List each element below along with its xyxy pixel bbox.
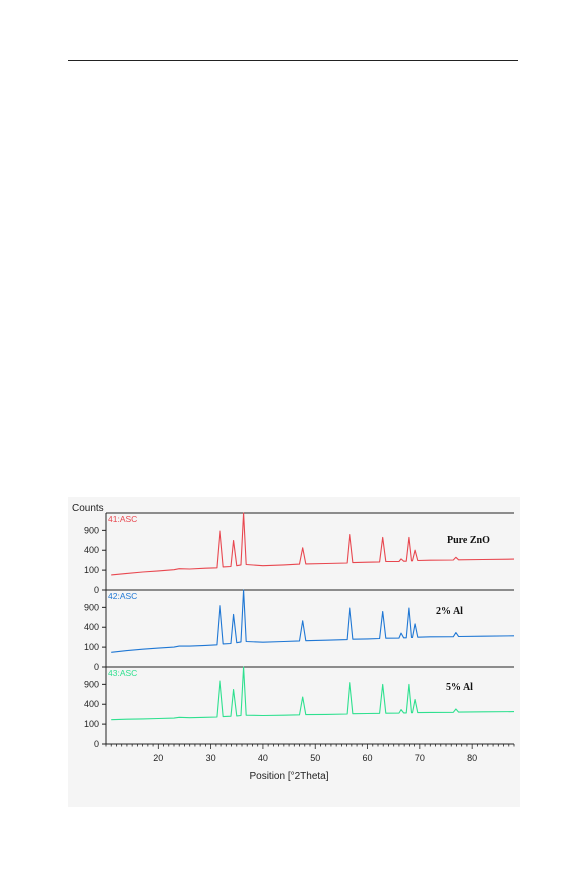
x-tick-label: 30	[206, 753, 216, 763]
y-tick-label: 100	[84, 642, 99, 652]
sample-label: 5% Al	[446, 682, 473, 693]
y-tick-label: 400	[84, 699, 99, 709]
figure-panel	[68, 497, 520, 807]
sample-label: Pure ZnO	[447, 535, 490, 546]
x-axis-title: Position [°2Theta]	[249, 771, 328, 782]
y-tick-label: 0	[94, 585, 99, 595]
xrd-panel: 0 100 400 900 43:ASC 5% Al	[84, 666, 515, 749]
x-tick-label: 40	[258, 753, 268, 763]
y-tick-label: 900	[84, 602, 99, 612]
y-tick-label: 900	[84, 679, 99, 689]
xrd-panel: 0 100 400 900 41:ASC Pure ZnO	[84, 512, 515, 595]
diffraction-trace	[111, 512, 515, 576]
x-tick-label: 60	[363, 753, 373, 763]
panels-layer: 0 100 400 900 41:ASC Pure ZnO 0 100 400 900 42:ASC…	[84, 512, 515, 749]
sample-label: 2% Al	[436, 606, 463, 617]
x-axis: 20 30 40 50 60 70 80	[105, 744, 515, 763]
x-tick-label: 80	[467, 753, 477, 763]
y-tick-label: 0	[94, 739, 99, 749]
y-tick-label: 100	[84, 719, 99, 729]
series-tag: 42:ASC	[108, 591, 137, 601]
series-tag: 43:ASC	[108, 668, 137, 678]
series-tag: 41:ASC	[108, 514, 137, 524]
x-tick-label: 50	[310, 753, 320, 763]
xrd-panel: 0 100 400 900 42:ASC 2% Al	[84, 589, 515, 672]
x-tick-label: 70	[415, 753, 425, 763]
diffraction-trace	[111, 666, 515, 721]
y-axis-title: Counts	[72, 503, 104, 514]
y-tick-label: 400	[84, 545, 99, 555]
y-tick-label: 100	[84, 565, 99, 575]
y-tick-label: 0	[94, 662, 99, 672]
y-tick-label: 400	[84, 622, 99, 632]
diffraction-trace	[111, 589, 515, 653]
y-tick-label: 900	[84, 525, 99, 535]
page-header-rule	[68, 60, 518, 61]
x-tick-label: 20	[153, 753, 163, 763]
